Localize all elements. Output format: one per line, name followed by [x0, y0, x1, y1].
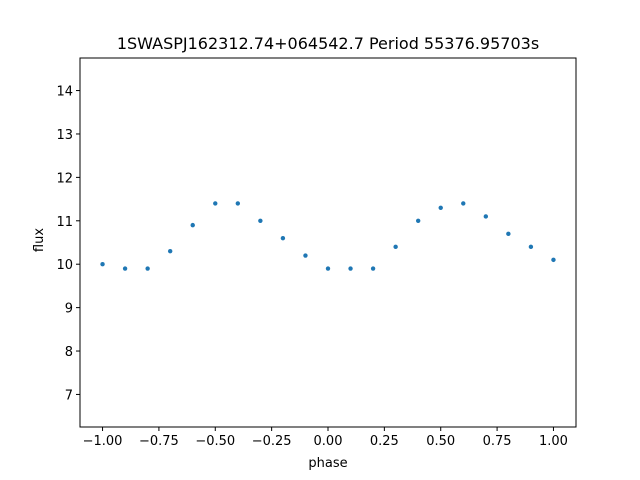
data-point: [145, 266, 150, 271]
data-point: [167, 248, 173, 254]
data-point: [483, 214, 489, 219]
y-tick-label: 14: [56, 85, 73, 100]
data-point: [100, 262, 105, 267]
data-points: [100, 201, 556, 271]
y-tick-label: 8: [65, 345, 73, 360]
y-tick-label: 12: [56, 171, 73, 186]
x-tick-label: −0.25: [252, 434, 292, 449]
data-point: [506, 231, 511, 237]
data-point: [461, 201, 466, 206]
data-point: [551, 257, 556, 263]
data-point: [190, 222, 195, 228]
data-point: [303, 253, 308, 258]
data-point: [438, 205, 443, 210]
chart-title: 1SWASPJ162312.74+064542.7 Period 55376.9…: [117, 34, 539, 53]
y-tick-label: 11: [56, 215, 73, 230]
data-point: [122, 266, 128, 271]
x-tick-label: 0.50: [426, 434, 455, 449]
y-axis-label: flux: [32, 228, 47, 252]
data-point: [258, 218, 263, 223]
y-tick-label: 7: [65, 388, 73, 403]
data-point: [325, 266, 331, 271]
x-tick-label: −0.75: [139, 434, 179, 449]
axes: −1.00 −0.75 −0.50 −0.25 0.00 0.25 0.50 0.75 1.00…: [56, 57, 577, 449]
y-tick-label: 10: [56, 258, 73, 273]
data-point: [393, 244, 398, 250]
data-point: [370, 266, 376, 271]
plot-frame: [79, 57, 577, 428]
x-tick-label: −1.00: [83, 434, 123, 449]
x-tick-label: 0.75: [483, 434, 512, 449]
y-tick-label: 13: [56, 128, 73, 143]
x-tick-label: 0.25: [370, 434, 399, 449]
data-point: [280, 235, 286, 241]
x-tick-label: −0.50: [195, 434, 235, 449]
x-tick-label: 1.00: [539, 434, 568, 449]
data-point: [235, 201, 241, 206]
data-point: [415, 218, 421, 223]
y-tick-label: 9: [65, 302, 73, 317]
data-point: [528, 244, 534, 250]
x-axis-label: phase: [308, 456, 347, 471]
data-point: [348, 266, 353, 271]
x-tick-label: 0.00: [314, 434, 343, 449]
data-point: [213, 201, 218, 206]
